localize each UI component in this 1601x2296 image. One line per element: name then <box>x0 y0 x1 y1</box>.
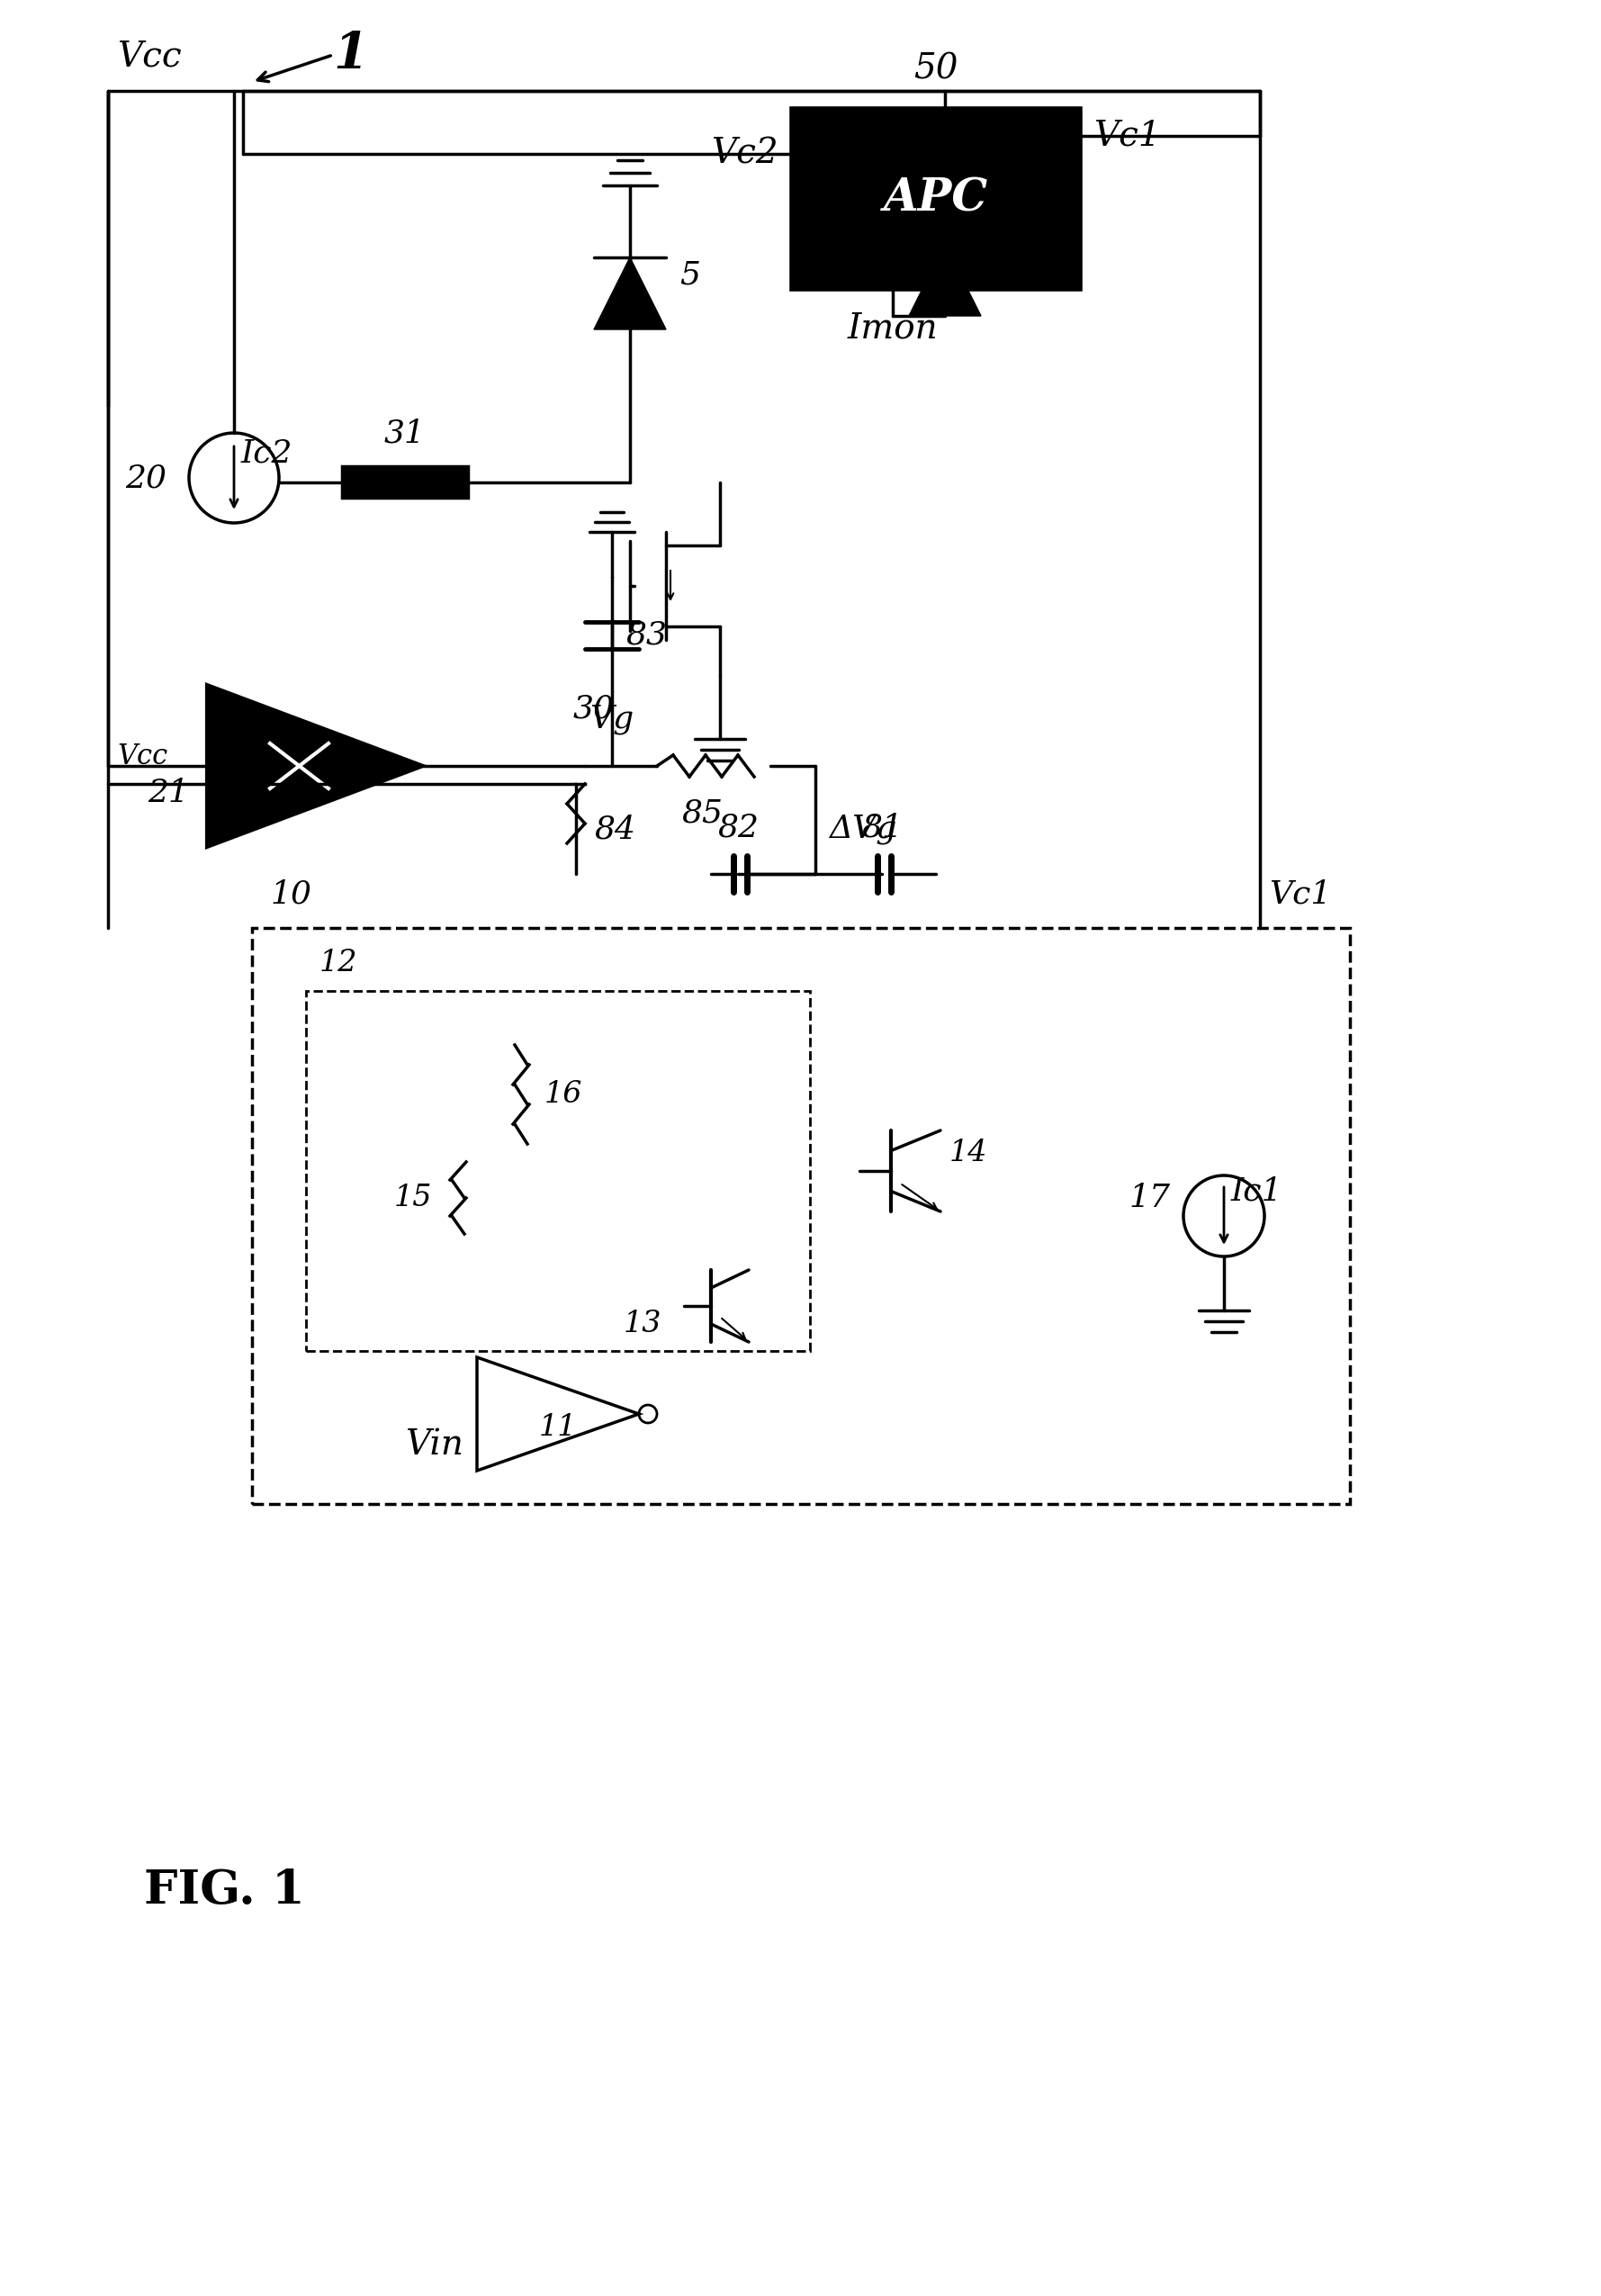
Text: 16: 16 <box>544 1079 583 1109</box>
Text: 83: 83 <box>626 620 668 650</box>
Text: 13: 13 <box>623 1309 661 1339</box>
Text: Vc2: Vc2 <box>711 138 778 170</box>
Bar <box>792 108 1081 289</box>
Text: 17: 17 <box>1129 1182 1170 1212</box>
FancyBboxPatch shape <box>306 992 810 1350</box>
Text: 10: 10 <box>271 879 311 909</box>
Text: APC: APC <box>884 177 988 220</box>
Text: 82: 82 <box>717 813 759 843</box>
Text: Vc1: Vc1 <box>1270 879 1332 909</box>
Text: 81: 81 <box>861 813 903 843</box>
Text: 30: 30 <box>573 693 615 726</box>
Text: 12: 12 <box>320 948 357 978</box>
FancyBboxPatch shape <box>251 928 1350 1504</box>
Text: Vcc: Vcc <box>117 39 181 73</box>
Text: 31: 31 <box>384 418 426 450</box>
Text: Vc1: Vc1 <box>1093 119 1161 152</box>
Text: FIG. 1: FIG. 1 <box>144 1869 304 1915</box>
Text: Imon: Imon <box>812 211 895 241</box>
Text: 85: 85 <box>682 797 722 829</box>
Text: 20: 20 <box>125 461 167 494</box>
Polygon shape <box>594 257 666 328</box>
Polygon shape <box>207 684 423 847</box>
Text: 11: 11 <box>540 1412 576 1442</box>
Text: 14: 14 <box>949 1139 988 1166</box>
Text: 1: 1 <box>333 30 368 80</box>
Text: 50: 50 <box>914 53 959 87</box>
Text: Vcc: Vcc <box>117 742 168 771</box>
Text: ΔVg: ΔVg <box>829 813 897 845</box>
Text: Vin: Vin <box>405 1428 463 1463</box>
Text: 21: 21 <box>147 778 189 808</box>
Text: 5: 5 <box>679 259 700 292</box>
Text: Imon: Imon <box>847 312 938 344</box>
Text: Ic1: Ic1 <box>1231 1176 1282 1208</box>
Text: 84: 84 <box>594 813 636 845</box>
Text: Ic2: Ic2 <box>242 439 293 468</box>
Polygon shape <box>909 243 981 317</box>
Bar <box>343 466 467 498</box>
Text: 15: 15 <box>394 1182 432 1212</box>
Text: Vg: Vg <box>589 705 634 735</box>
Text: 40: 40 <box>853 255 895 287</box>
